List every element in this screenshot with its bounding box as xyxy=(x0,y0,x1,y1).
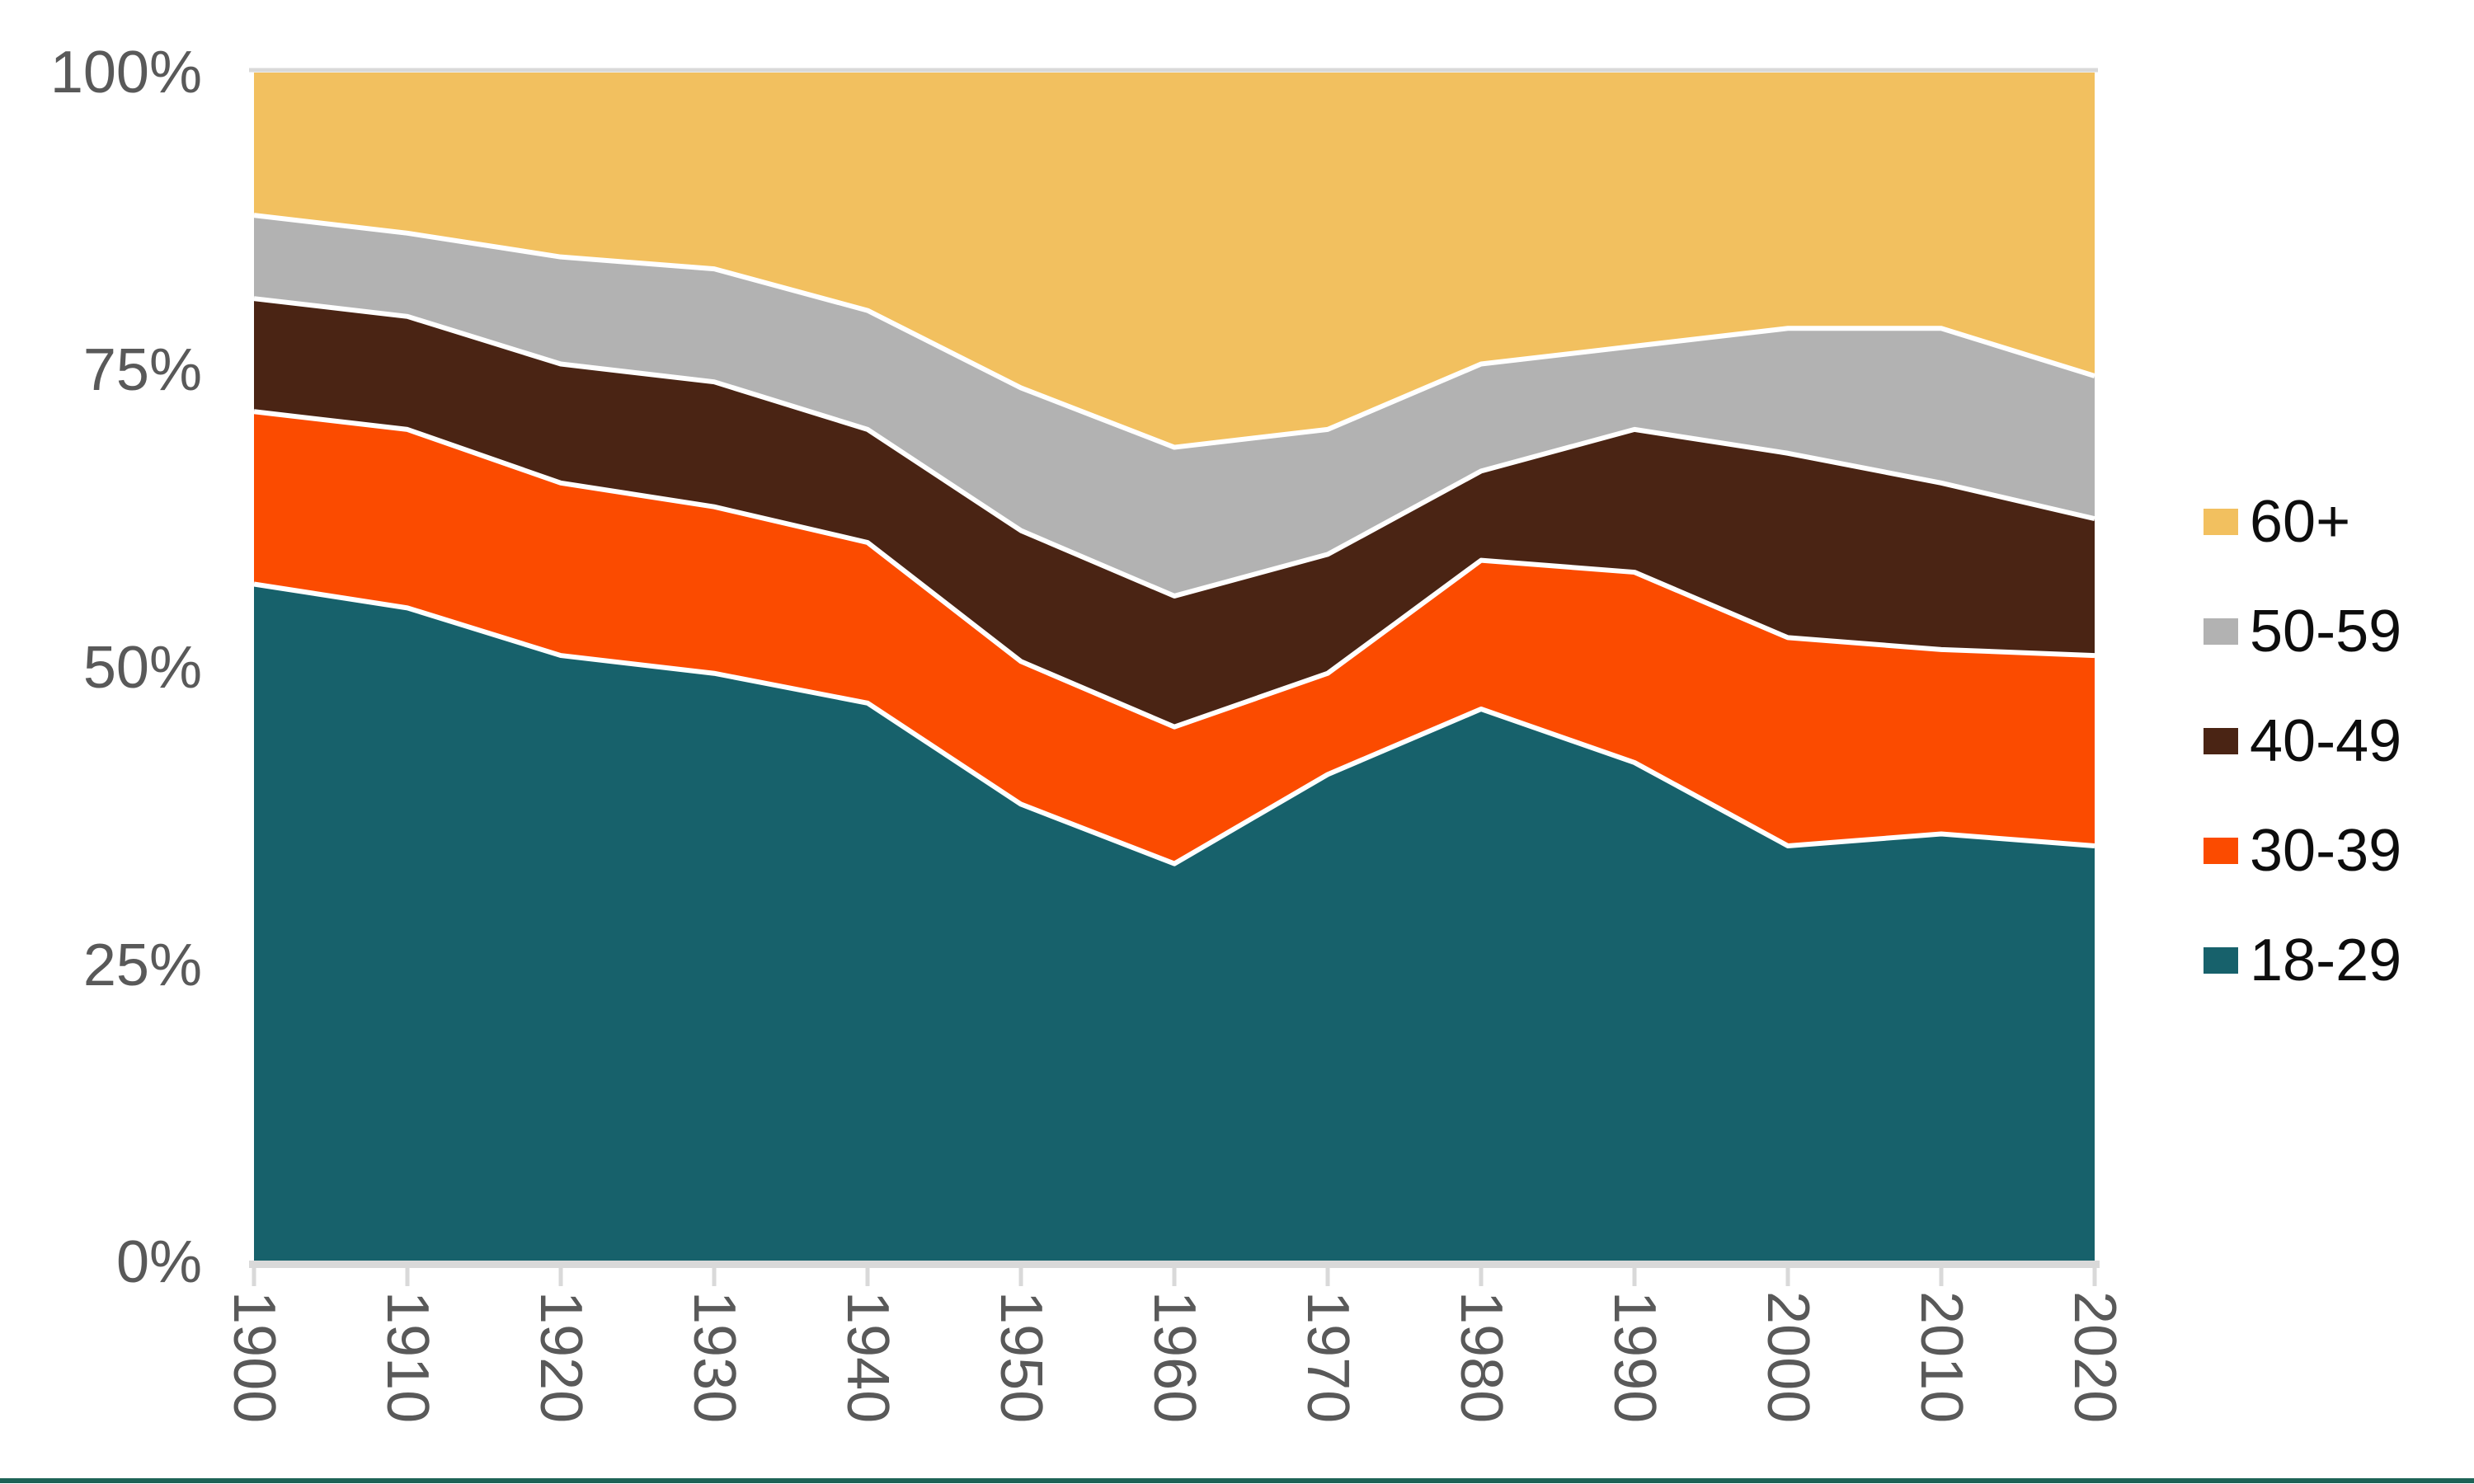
x-axis-tick xyxy=(1632,1268,1637,1286)
area-60plus xyxy=(254,73,2095,448)
x-axis-label-1980: 1980 xyxy=(1448,1291,1514,1424)
y-axis-label-75: 75% xyxy=(82,337,202,403)
y-axis-label-25: 25% xyxy=(82,932,202,998)
band-separator-line xyxy=(253,213,2095,450)
x-axis-label-1950: 1950 xyxy=(988,1291,1054,1424)
legend-swatch-30-39-icon xyxy=(2204,838,2238,864)
band-separator-line xyxy=(253,581,2095,866)
x-axis-tick xyxy=(1172,1268,1177,1286)
legend-item-40-49: 40-49 xyxy=(2204,711,2401,771)
x-axis-tick xyxy=(712,1268,717,1286)
x-axis-label-1990: 1990 xyxy=(1602,1291,1667,1424)
y-axis-label-50: 50% xyxy=(82,635,202,701)
legend-label-18-29: 18-29 xyxy=(2250,928,2402,993)
x-axis-label-1960: 1960 xyxy=(1141,1291,1207,1424)
x-axis-tick xyxy=(865,1268,870,1286)
x-axis-tick xyxy=(1325,1268,1330,1286)
legend-item-60plus: 60+ xyxy=(2204,492,2350,552)
x-axis-label-1920: 1920 xyxy=(528,1291,594,1424)
x-axis-tick xyxy=(1939,1268,1944,1286)
x-axis-line xyxy=(249,1261,2100,1268)
band-separator-line xyxy=(253,296,2095,599)
legend-swatch-18-29-icon xyxy=(2204,947,2238,974)
area-30-39 xyxy=(254,411,2095,864)
band-separator-line xyxy=(253,409,2095,730)
legend-item-50-59: 50-59 xyxy=(2204,602,2401,661)
x-axis-tick xyxy=(558,1268,563,1286)
x-axis-label-1900: 1900 xyxy=(221,1291,287,1424)
legend-label-50-59: 50-59 xyxy=(2250,599,2402,665)
area-50-59 xyxy=(254,215,2095,596)
x-axis-label-1930: 1930 xyxy=(681,1291,747,1424)
x-axis-tick xyxy=(1785,1268,1790,1286)
x-axis-tick xyxy=(1479,1268,1484,1286)
legend-item-18-29: 18-29 xyxy=(2204,931,2401,990)
legend-swatch-60plus-icon xyxy=(2204,509,2238,535)
x-axis-label-2000: 2000 xyxy=(1755,1291,1821,1424)
x-axis-tick xyxy=(405,1268,410,1286)
y-axis-label-0: 0% xyxy=(115,1229,202,1295)
y-axis-label-100: 100% xyxy=(49,40,202,106)
legend-label-40-49: 40-49 xyxy=(2250,708,2402,774)
legend-label-30-39: 30-39 xyxy=(2250,818,2402,884)
legend-swatch-50-59-icon xyxy=(2204,618,2238,645)
x-axis-tick xyxy=(1018,1268,1023,1286)
x-axis-label-1940: 1940 xyxy=(835,1291,901,1424)
x-axis-label-1910: 1910 xyxy=(374,1291,440,1424)
area-40-49 xyxy=(254,298,2095,727)
footer-rule xyxy=(0,1478,2474,1483)
legend-label-60plus: 60+ xyxy=(2250,489,2351,555)
area-18-29 xyxy=(254,584,2095,1262)
x-axis-label-2010: 2010 xyxy=(1908,1291,1974,1424)
legend-item-30-39: 30-39 xyxy=(2204,821,2401,881)
x-axis-label-1970: 1970 xyxy=(1295,1291,1361,1424)
x-axis-tick xyxy=(252,1268,256,1286)
x-axis-label-2020: 2020 xyxy=(2062,1291,2128,1424)
legend-swatch-40-49-icon xyxy=(2204,728,2238,754)
x-axis-tick xyxy=(2092,1268,2097,1286)
